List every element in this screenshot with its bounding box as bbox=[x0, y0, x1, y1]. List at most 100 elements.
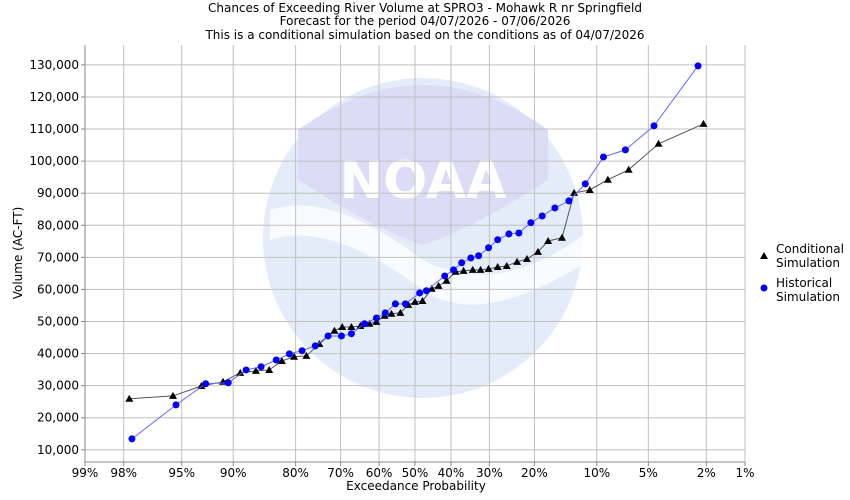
conditional-point bbox=[290, 352, 299, 360]
historical-point bbox=[527, 219, 535, 227]
x-tick-label: 30% bbox=[476, 466, 503, 480]
conditional-point bbox=[699, 119, 708, 127]
historical-point bbox=[565, 197, 573, 205]
legend-conditional-line1: Conditional bbox=[776, 242, 844, 256]
x-tick-label: 20% bbox=[521, 466, 548, 480]
conditional-point bbox=[522, 254, 531, 262]
historical-point bbox=[128, 435, 136, 443]
historical-point bbox=[450, 266, 458, 274]
conditional-point bbox=[197, 381, 206, 389]
conditional-point bbox=[484, 264, 493, 272]
conditional-point bbox=[411, 297, 419, 305]
x-tick-label: 95% bbox=[168, 466, 195, 480]
x-axis-label: Exceedance Probability bbox=[346, 479, 486, 493]
conditional-point bbox=[476, 265, 485, 273]
conditional-point bbox=[624, 165, 633, 173]
y-tick-label: 100,000 bbox=[29, 154, 79, 168]
x-tick-label: 90% bbox=[220, 466, 247, 480]
title-line-1: Chances of Exceeding River Volume at SPR… bbox=[208, 1, 642, 15]
x-tick-label: 5% bbox=[639, 466, 658, 480]
historical-point bbox=[257, 363, 265, 371]
y-tick-label: 80,000 bbox=[37, 218, 79, 232]
x-tick-label: 40% bbox=[438, 466, 465, 480]
conditional-point bbox=[168, 391, 177, 399]
historical-point bbox=[467, 254, 475, 262]
historical-point bbox=[347, 330, 355, 338]
historical-point bbox=[515, 229, 523, 237]
historical-point bbox=[202, 380, 210, 388]
historical-point bbox=[494, 236, 502, 244]
conditional-point bbox=[544, 236, 553, 244]
historical-point bbox=[361, 320, 369, 328]
historical-point bbox=[298, 347, 306, 355]
conditional-point bbox=[125, 394, 134, 402]
title-line-3: This is a conditional simulation based o… bbox=[204, 28, 644, 42]
conditional-point bbox=[330, 326, 339, 334]
conditional-point bbox=[265, 365, 274, 373]
legend-triangle-marker bbox=[760, 252, 768, 259]
watermark-logo: NOAA bbox=[340, 151, 507, 211]
conditional-point bbox=[302, 351, 311, 359]
historical-point bbox=[172, 401, 180, 409]
conditional-point bbox=[558, 233, 567, 241]
historical-point bbox=[650, 122, 658, 130]
historical-point bbox=[599, 153, 607, 161]
conditional-point bbox=[251, 366, 260, 374]
x-tick-label: 2% bbox=[697, 466, 716, 480]
historical-point bbox=[391, 300, 399, 308]
conditional-point bbox=[513, 257, 522, 265]
historical-point bbox=[224, 379, 232, 387]
conditional-point bbox=[236, 368, 245, 376]
legend-historical-line2: Simulation bbox=[776, 290, 840, 304]
conditional-point bbox=[654, 139, 663, 147]
historical-point bbox=[505, 230, 513, 238]
legend-historical-line1: Historical bbox=[776, 276, 832, 290]
historical-point bbox=[337, 332, 345, 340]
title-line-2: Forecast for the period 04/07/2026 - 07/… bbox=[280, 14, 571, 28]
y-tick-label: 50,000 bbox=[37, 315, 79, 329]
historical-point bbox=[311, 342, 319, 350]
x-tick-label: 98% bbox=[110, 466, 137, 480]
historical-point bbox=[475, 252, 483, 260]
axes: 99% 98% 95% 90% 80% 70% 60% 50% 40% 30% 20% 10% 5% 2%… bbox=[29, 45, 755, 480]
x-tick-label: 1% bbox=[735, 466, 754, 480]
conditional-point bbox=[585, 185, 594, 193]
x-tick-label: 60% bbox=[366, 466, 393, 480]
conditional-point bbox=[338, 322, 347, 330]
historical-point bbox=[694, 62, 702, 70]
conditional-point bbox=[387, 309, 396, 317]
series-layer bbox=[125, 62, 708, 443]
historical-point bbox=[381, 309, 389, 317]
conditional-point bbox=[570, 188, 579, 196]
y-tick-label: 70,000 bbox=[37, 250, 79, 264]
legend-circle-marker bbox=[760, 284, 768, 292]
conditional-point bbox=[442, 276, 451, 284]
y-axis-label: Volume (AC-FT) bbox=[11, 207, 25, 300]
legend-conditional-line2: Simulation bbox=[776, 256, 840, 270]
y-tick-label: 110,000 bbox=[29, 122, 79, 136]
conditional-point bbox=[434, 281, 443, 289]
historical-point bbox=[372, 314, 380, 322]
historical-point bbox=[285, 350, 293, 358]
historical-point bbox=[272, 356, 280, 364]
x-tick-label: 70% bbox=[327, 466, 354, 480]
conditional-point bbox=[533, 247, 542, 255]
conditional-point bbox=[603, 175, 612, 183]
historical-point bbox=[324, 332, 332, 340]
y-tick-label: 20,000 bbox=[37, 411, 79, 425]
x-tick-label: 80% bbox=[282, 466, 309, 480]
grid bbox=[84, 45, 746, 462]
y-tick-label: 60,000 bbox=[37, 282, 79, 296]
historical-point bbox=[242, 366, 250, 374]
conditional-point bbox=[396, 308, 405, 316]
historical-point bbox=[621, 146, 629, 154]
y-tick-label: 130,000 bbox=[29, 58, 79, 72]
legend: Conditional Simulation Historical Simula… bbox=[760, 242, 844, 304]
conditional-point bbox=[356, 321, 365, 329]
conditional-point bbox=[502, 262, 511, 270]
x-tick-label: 99% bbox=[72, 466, 99, 480]
conditional-point bbox=[493, 262, 502, 270]
historical-point bbox=[485, 244, 493, 252]
x-tick-label: 50% bbox=[402, 466, 429, 480]
